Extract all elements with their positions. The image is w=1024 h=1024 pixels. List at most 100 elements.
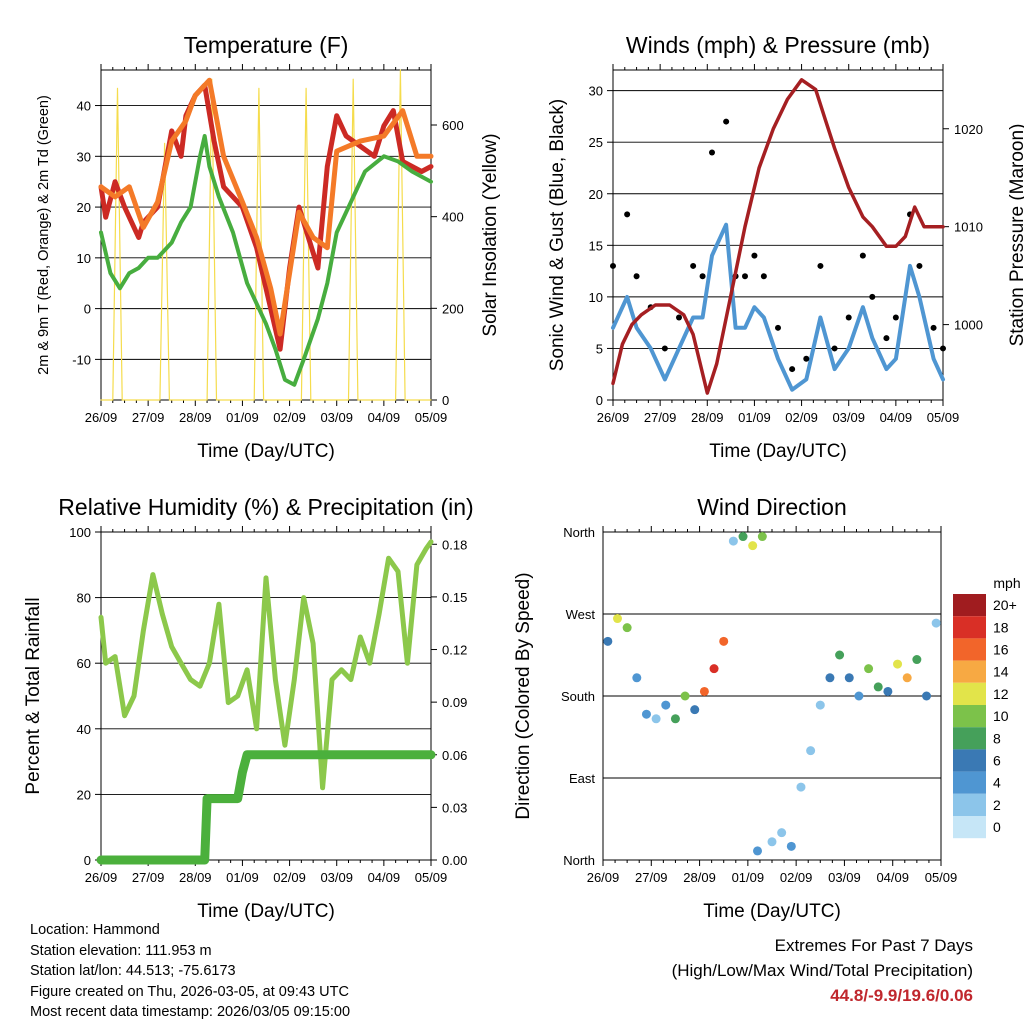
gust-point	[803, 355, 810, 362]
x-tick-label: 27/09	[644, 410, 677, 425]
colorbar-segment	[953, 616, 986, 639]
y-tick-label: 30	[77, 149, 91, 164]
x-tick-label: 01/09	[738, 410, 771, 425]
precip-series-line	[96, 750, 436, 865]
direction-point	[728, 536, 738, 546]
direction-point	[632, 673, 642, 683]
colorbar-label: 4	[993, 775, 1001, 791]
y-axis-label: Direction (Colored By Speed)	[513, 572, 534, 819]
direction-point	[864, 664, 874, 674]
y-tick-label: 0	[84, 302, 91, 317]
direction-point	[753, 846, 763, 856]
x-tick-label: 05/09	[415, 410, 448, 425]
x-tick-label: 02/09	[785, 410, 818, 425]
gust-point	[859, 252, 866, 259]
y-tick-label: 0	[84, 853, 91, 868]
direction-point	[873, 682, 883, 692]
y-tick-label: 25	[589, 135, 603, 150]
y-tick-label: 20	[77, 787, 91, 802]
y2-tick-label: 0.09	[442, 695, 467, 710]
direction-point	[796, 782, 806, 792]
direction-point	[806, 746, 816, 756]
colorbar-segment	[953, 727, 986, 750]
direction-point	[912, 655, 922, 665]
colorbar-label: 2	[993, 797, 1001, 813]
gust-point	[624, 211, 631, 218]
gust-point	[883, 335, 890, 342]
direction-point	[670, 714, 680, 724]
x-axis-label: Time (Day/UTC)	[709, 441, 847, 462]
y2-tick-label: 1000	[954, 318, 983, 333]
latlon-label: Station lat/lon: 44.513; -75.6173	[30, 963, 236, 979]
direction-point	[825, 673, 835, 683]
pressure-series-line	[611, 78, 945, 395]
colorbar-label: 0	[993, 819, 1001, 835]
chart-title: Temperature (F)	[184, 32, 349, 58]
direction-point	[661, 700, 671, 710]
gust-point	[817, 262, 824, 269]
created-label: Figure created on Thu, 2026-03-05, at 09…	[30, 983, 349, 1000]
colorbar-segment	[953, 660, 986, 683]
direction-point	[690, 705, 700, 715]
x-tick-label: 02/09	[273, 410, 306, 425]
direction-point	[777, 828, 787, 838]
chart-title: Wind Direction	[697, 494, 847, 520]
y-tick-label: 5	[596, 341, 603, 356]
y2-tick-label: 1010	[954, 220, 983, 235]
x-tick-label: 02/09	[273, 870, 306, 885]
temp9m-series-line	[98, 77, 434, 337]
x-tick-label: 27/09	[635, 870, 668, 885]
x-tick-label: 04/09	[368, 410, 401, 425]
direction-point	[651, 714, 661, 724]
gust-point	[760, 273, 767, 280]
extremes-box: Extremes For Past 7 Days (High/Low/Max W…	[672, 933, 973, 1008]
x-axis-label: Time (Day/UTC)	[703, 901, 841, 922]
y-tick-label: 80	[77, 591, 91, 606]
colorbar-label: 8	[993, 730, 1001, 746]
y2-tick-label: 0.06	[442, 748, 467, 763]
humidity-series-line	[98, 539, 434, 791]
y-tick-label: 100	[69, 525, 91, 540]
colorbar-label: 16	[993, 642, 1009, 658]
colorbar-segment	[953, 749, 986, 772]
colorbar-segment	[953, 771, 986, 794]
x-tick-label: 26/09	[85, 870, 118, 885]
x-tick-label: 03/09	[828, 870, 861, 885]
x-tick-label: 01/09	[226, 410, 259, 425]
colorbar-label: 18	[993, 619, 1009, 635]
y-tick-label: 40	[77, 722, 91, 737]
colorbar-title: mph	[993, 575, 1020, 591]
gust-point	[690, 262, 697, 269]
direction-point	[603, 636, 613, 646]
gust-point	[869, 293, 876, 300]
gust-point	[699, 273, 706, 280]
direction-point	[612, 614, 622, 624]
gust-point	[610, 262, 616, 269]
direction-point	[748, 541, 758, 551]
colorbar-label: 20+	[993, 597, 1017, 613]
colorbar-segment	[953, 793, 986, 816]
gust-point	[845, 314, 852, 321]
colorbar-label: 6	[993, 753, 1001, 769]
gust-point	[831, 345, 838, 352]
gust-point	[940, 345, 946, 352]
gust-point	[709, 149, 715, 156]
y-tick-label: 0	[596, 393, 603, 408]
direction-point	[767, 837, 777, 847]
y2-tick-label: 400	[442, 210, 464, 225]
x-tick-label: 26/09	[85, 410, 118, 425]
y-tick-label: 20	[589, 187, 603, 202]
direction-point	[757, 532, 767, 542]
colorbar-segment	[953, 705, 986, 728]
chart-title: Winds (mph) & Pressure (mb)	[626, 32, 930, 58]
direction-point	[622, 623, 632, 633]
y2-tick-label: 600	[442, 118, 464, 133]
direction-point	[786, 841, 796, 851]
y2-tick-label: 200	[442, 301, 464, 316]
station-info: Location: Hammond Station elevation: 111…	[30, 920, 350, 1023]
x-tick-label: 28/09	[179, 410, 212, 425]
gust-point	[742, 273, 748, 280]
direction-point	[854, 691, 864, 701]
y2-tick-label: 0.03	[442, 800, 467, 815]
colorbar-segment	[953, 816, 986, 839]
